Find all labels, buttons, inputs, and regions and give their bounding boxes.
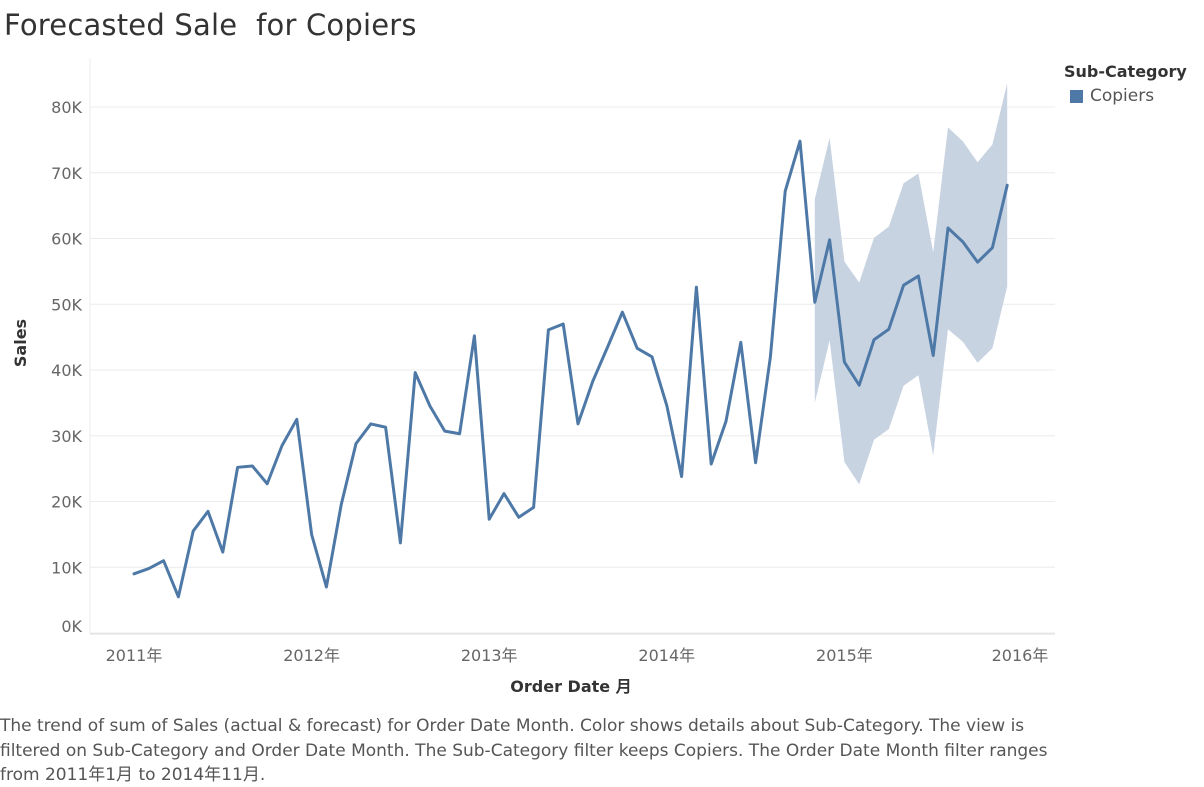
series-line-copiers[interactable] — [132, 139, 1009, 599]
x-tick-label: 2016年 — [992, 646, 1049, 665]
series-line-layer — [132, 139, 1009, 599]
y-tick-label: 70K — [51, 164, 82, 183]
y-axis-title: Sales — [11, 319, 30, 367]
y-tick-label: 10K — [51, 558, 82, 577]
y-tick-label: 80K — [51, 98, 82, 117]
legend-label: Copiers — [1090, 86, 1155, 106]
forecast-band — [814, 83, 1008, 485]
x-tick-label: 2013年 — [461, 646, 518, 665]
x-axis-title: Order Date 月 — [510, 677, 631, 696]
y-tick-label: 40K — [51, 361, 82, 380]
gridlines — [89, 58, 1055, 635]
x-tick-label: 2012年 — [283, 646, 340, 665]
y-tick-label: 50K — [51, 295, 82, 314]
forecast-band-layer — [814, 83, 1008, 485]
legend-swatch — [1070, 89, 1083, 103]
y-tick-label: 20K — [51, 493, 82, 512]
legend: Sub-Category Copiers — [1064, 62, 1202, 106]
y-tick-label: 60K — [51, 230, 82, 249]
chart-title: Forecasted Sale for Copiers — [4, 8, 417, 42]
y-axis: 0K 10K 20K 30K 40K 50K 60K 70K 80K — [51, 98, 82, 636]
x-tick-label: 2015年 — [816, 646, 873, 665]
x-axis: 2011年 2012年 2013年 2014年 2015年 2016年 — [106, 646, 1049, 665]
x-tick-label: 2011年 — [106, 646, 163, 665]
chart-caption: The trend of sum of Sales (actual & fore… — [0, 716, 1048, 785]
y-tick-label: 0K — [61, 617, 82, 636]
legend-item-copiers[interactable]: Copiers — [1064, 86, 1202, 106]
y-tick-label: 30K — [51, 427, 82, 446]
legend-title: Sub-Category — [1064, 62, 1187, 81]
x-tick-label: 2014年 — [638, 646, 695, 665]
